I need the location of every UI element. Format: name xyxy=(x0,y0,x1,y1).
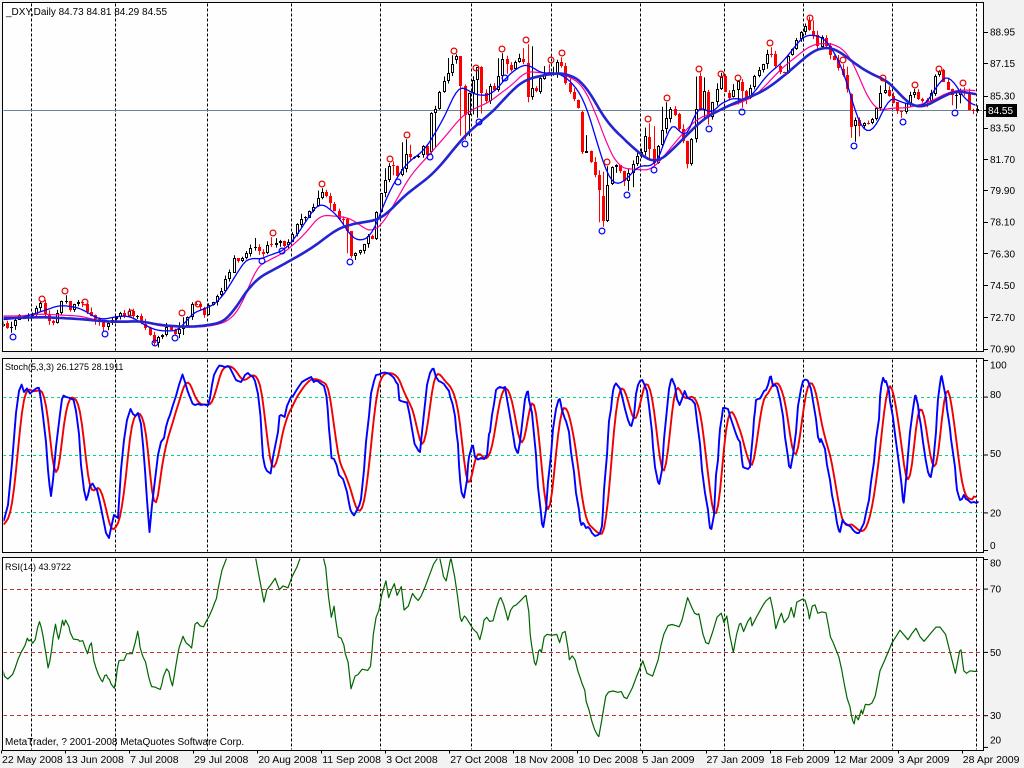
svg-text:27 Jan 2009: 27 Jan 2009 xyxy=(707,754,765,766)
svg-text:29 Jul 2008: 29 Jul 2008 xyxy=(194,754,248,766)
svg-text:84.55: 84.55 xyxy=(988,106,1013,117)
svg-text:78.10: 78.10 xyxy=(990,218,1015,229)
svg-text:81.70: 81.70 xyxy=(990,155,1015,166)
svg-text:27 Oct 2008: 27 Oct 2008 xyxy=(450,754,507,766)
svg-text:70.90: 70.90 xyxy=(990,345,1015,356)
svg-text:80: 80 xyxy=(990,390,1002,401)
svg-text:50: 50 xyxy=(990,449,1002,460)
svg-text:88.95: 88.95 xyxy=(990,28,1015,39)
svg-text:28 Apr 2009: 28 Apr 2009 xyxy=(963,754,1020,766)
svg-text:72.70: 72.70 xyxy=(990,313,1015,324)
svg-text:79.90: 79.90 xyxy=(990,186,1015,197)
svg-text:100: 100 xyxy=(990,361,1007,372)
svg-text:Stoch(5,3,3) 26.1275 28.1911: Stoch(5,3,3) 26.1275 28.1911 xyxy=(5,362,123,372)
svg-text:74.50: 74.50 xyxy=(990,281,1015,292)
svg-text:13 Jun 2008: 13 Jun 2008 xyxy=(66,754,124,766)
svg-text:3 Oct 2008: 3 Oct 2008 xyxy=(386,754,438,766)
svg-text:80: 80 xyxy=(990,558,1002,569)
svg-text:_DXY,Daily 84.73 84.81 84.29: _DXY,Daily 84.73 84.81 84.29 84.55 xyxy=(5,7,167,18)
svg-text:70: 70 xyxy=(990,584,1002,595)
svg-text:76.30: 76.30 xyxy=(990,249,1015,260)
svg-text:3 Apr 2009: 3 Apr 2009 xyxy=(899,754,950,766)
svg-text:83.50: 83.50 xyxy=(990,124,1015,135)
svg-text:20 Aug 2008: 20 Aug 2008 xyxy=(258,754,317,766)
svg-text:MetaTrader, ? 2001-2008 MetaQu: MetaTrader, ? 2001-2008 MetaQuotes Softw… xyxy=(5,737,244,748)
svg-text:10 Dec 2008: 10 Dec 2008 xyxy=(578,754,638,766)
svg-text:7 Jul 2008: 7 Jul 2008 xyxy=(130,754,179,766)
svg-text:50: 50 xyxy=(990,648,1002,659)
svg-text:5 Jan 2009: 5 Jan 2009 xyxy=(643,754,695,766)
svg-text:18 Feb 2009: 18 Feb 2009 xyxy=(771,754,830,766)
svg-text:0: 0 xyxy=(990,541,996,552)
svg-text:20: 20 xyxy=(990,508,1002,519)
svg-text:12 Mar 2009: 12 Mar 2009 xyxy=(835,754,894,766)
svg-text:22 May 2008: 22 May 2008 xyxy=(2,754,63,766)
svg-text:11 Sep 2008: 11 Sep 2008 xyxy=(322,754,381,766)
svg-text:85.30: 85.30 xyxy=(990,92,1015,103)
svg-text:20: 20 xyxy=(990,736,1002,747)
svg-text:30: 30 xyxy=(990,711,1002,722)
svg-text:87.15: 87.15 xyxy=(990,59,1015,70)
svg-text:18 Nov 2008: 18 Nov 2008 xyxy=(514,754,574,766)
svg-text:RSI(14) 43.9722: RSI(14) 43.9722 xyxy=(5,562,71,572)
